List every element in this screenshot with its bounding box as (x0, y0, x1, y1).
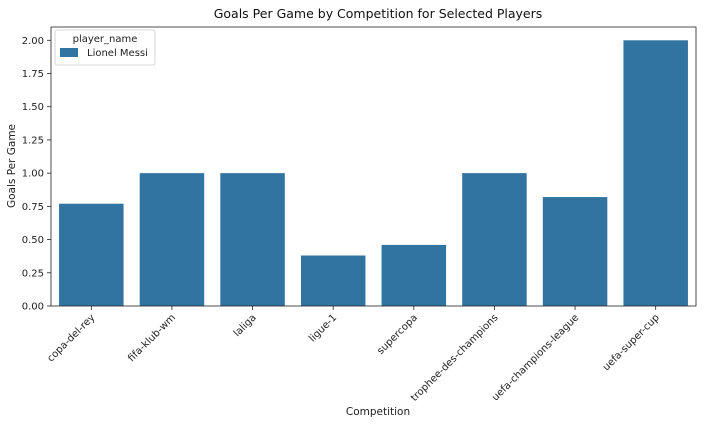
x-tick-label-uefa-champions-league: uefa-champions-league (490, 312, 581, 403)
bar-laliga (220, 173, 285, 306)
legend-title: player_name (73, 34, 138, 45)
legend-box (54, 29, 156, 66)
x-tick-label-laliga: laliga (232, 312, 259, 339)
x-axis-title: Competition (346, 406, 410, 418)
bar-ligue-1 (300, 255, 366, 306)
y-tick-label: 0.75 (22, 202, 44, 213)
y-tick-label: 0.25 (22, 268, 44, 279)
x-tick-label-trophee-des-champions: trophee-des-champions (409, 312, 500, 403)
x-tick-label-ligue-1: ligue-1 (307, 312, 339, 344)
legend-swatch (60, 48, 78, 57)
bar-supercopa (381, 244, 447, 306)
bar-trophee-des-champions (462, 173, 527, 306)
bars-group (59, 40, 688, 306)
y-tick-label: 1.00 (22, 169, 44, 180)
bar-uefa-super-cup (623, 40, 688, 306)
y-tick-label: 1.75 (22, 69, 44, 80)
y-tick-label: 1.25 (22, 135, 44, 146)
bar-uefa-champions-league (542, 197, 608, 306)
y-axis-title: Goals Per Game (6, 124, 18, 208)
x-tick-label-fifa-klub-wm: fifa-klub-wm (126, 312, 178, 364)
chart-title: Goals Per Game by Competition for Select… (214, 6, 543, 21)
legend: player_name Lionel Messi (54, 29, 156, 66)
y-tick-label: 1.50 (22, 102, 44, 113)
x-tick-label-supercopa: supercopa (375, 312, 420, 357)
x-tick-label-copa-del-rey: copa-del-rey (45, 312, 97, 364)
y-tick-label: 0.50 (22, 235, 44, 246)
x-tick-label-uefa-super-cup: uefa-super-cup (601, 312, 662, 373)
x-axis-ticks: copa-del-rey fifa-klub-wm laliga ligue-1 sup… (45, 306, 662, 404)
bar-copa-del-rey (59, 203, 124, 306)
plot-frame (50, 26, 697, 307)
bar-fifa-klub-wm (139, 173, 205, 306)
y-tick-label: 0.00 (22, 302, 44, 313)
legend-entry-label: Lionel Messi (87, 48, 148, 59)
y-tick-label: 2.00 (22, 36, 44, 47)
y-axis-ticks: 0.00 0.25 0.50 0.75 1.00 1.25 1.50 1.75 2.00 (22, 36, 51, 313)
